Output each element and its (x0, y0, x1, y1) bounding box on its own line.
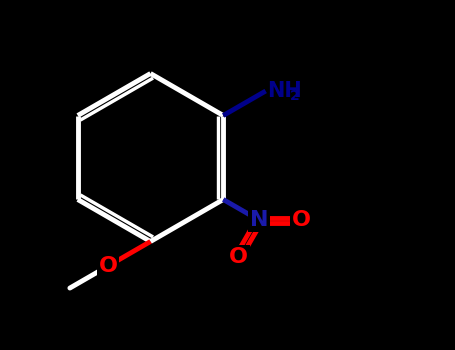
Text: 2: 2 (289, 89, 299, 103)
Text: O: O (99, 256, 117, 276)
Text: O: O (229, 247, 248, 267)
Text: NH: NH (268, 81, 302, 101)
Text: O: O (292, 210, 311, 230)
Text: N: N (250, 210, 268, 230)
